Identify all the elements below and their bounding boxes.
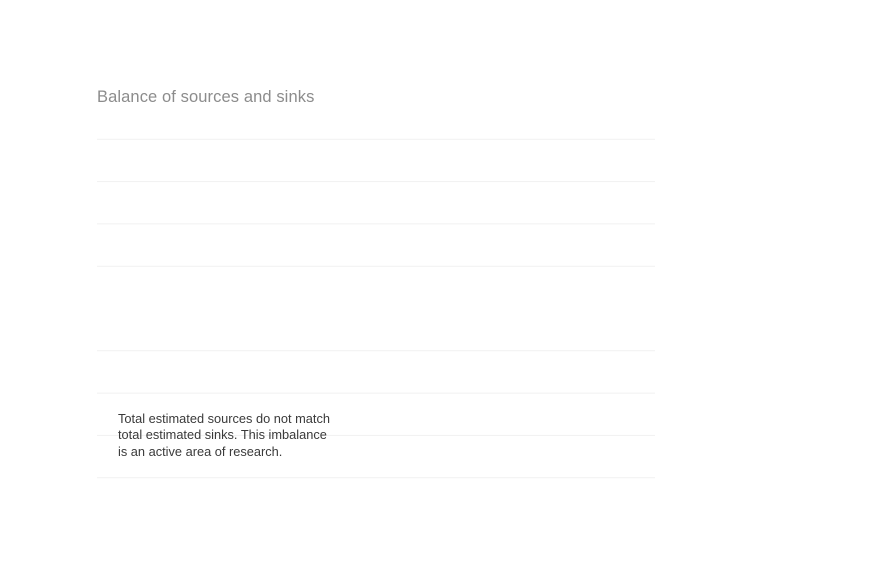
imbalance-annotation: Total estimated sources do not match tot… [118, 411, 330, 459]
chart-title: Balance of sources and sinks [97, 88, 315, 106]
